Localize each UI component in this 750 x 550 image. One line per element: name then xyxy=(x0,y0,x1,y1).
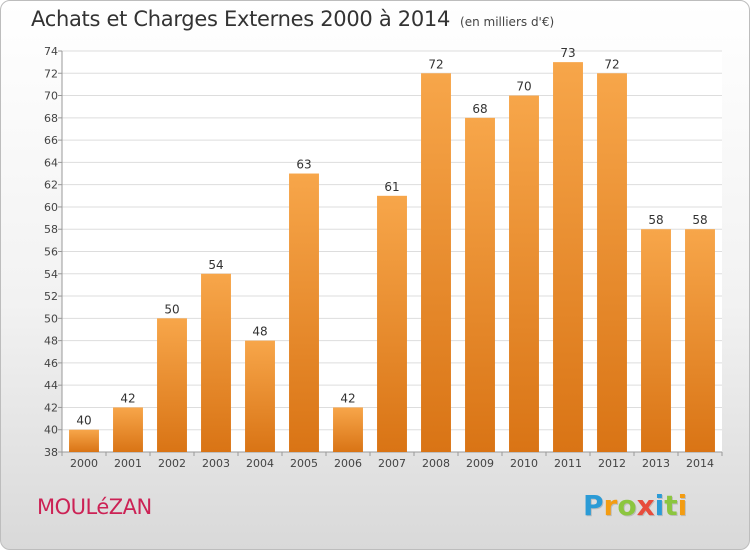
bar-2013 xyxy=(641,229,671,452)
bar-2003 xyxy=(201,273,231,452)
y-tick-label: 52 xyxy=(44,290,58,303)
y-tick-label: 48 xyxy=(44,335,58,348)
logo-letter: r xyxy=(603,489,618,522)
data-label: 70 xyxy=(516,80,531,94)
y-tick-label: 58 xyxy=(44,223,58,236)
bar-2009 xyxy=(465,117,495,452)
chart-unit: (en milliers d'€) xyxy=(460,15,555,29)
x-tick-label: 2011 xyxy=(554,457,582,470)
x-tick-label: 2008 xyxy=(422,457,450,470)
logo-letter: t xyxy=(664,489,678,522)
x-tick-label: 2006 xyxy=(334,457,362,470)
x-tick-label: 2002 xyxy=(158,457,186,470)
y-tick-label: 68 xyxy=(44,112,58,125)
x-tick-label: 2004 xyxy=(246,457,274,470)
y-tick-label: 42 xyxy=(44,401,58,414)
bars-layer xyxy=(69,62,715,453)
chart-title: Achats et Charges Externes 2000 à 2014 xyxy=(31,7,451,31)
data-label: 54 xyxy=(208,258,223,272)
logo-letter: i xyxy=(654,489,665,522)
y-tick-label: 44 xyxy=(44,379,58,392)
bar-2007 xyxy=(377,195,407,453)
y-tick-label: 72 xyxy=(44,67,58,80)
bar-2010 xyxy=(509,95,539,453)
y-tick-label: 50 xyxy=(44,312,58,325)
data-label: 63 xyxy=(296,158,311,172)
bar-2002 xyxy=(157,318,187,452)
bar-2004 xyxy=(245,340,275,452)
data-label: 72 xyxy=(604,57,619,71)
proxiti-logo[interactable]: Proxiti xyxy=(583,489,687,522)
data-label: 42 xyxy=(120,391,135,405)
x-tick-label: 2005 xyxy=(290,457,318,470)
y-tick-label: 74 xyxy=(44,45,58,58)
x-tick-label: 2003 xyxy=(202,457,230,470)
data-label: 40 xyxy=(76,414,91,428)
bar-2012 xyxy=(597,73,627,453)
commune-name: MOULéZAN xyxy=(37,495,152,519)
data-label: 48 xyxy=(252,325,267,339)
logo-letter: P xyxy=(583,489,604,522)
y-tick-label: 66 xyxy=(44,134,58,147)
y-tick-label: 56 xyxy=(44,246,58,259)
bar-2001 xyxy=(113,407,143,452)
data-label: 61 xyxy=(384,180,399,194)
data-label: 50 xyxy=(164,302,179,316)
x-tick-label: 2010 xyxy=(510,457,538,470)
logo-letter: i xyxy=(677,489,688,522)
axis-layer: 38 40 42 44 46 48 50 52 54 56 58 60 62 64 66 68 70 72 74 20… xyxy=(44,45,723,470)
y-tick-label: 38 xyxy=(44,446,58,459)
bar-2006 xyxy=(333,407,363,452)
x-tick-label: 2007 xyxy=(378,457,406,470)
y-tick-label: 46 xyxy=(44,357,58,370)
logo-letter: o xyxy=(617,489,637,522)
data-label: 42 xyxy=(340,391,355,405)
chart-title-block: Achats et Charges Externes 2000 à 2014 (e… xyxy=(31,7,554,31)
labels-layer: 40 42 50 54 48 63 42 61 72 68 70 73 72 58 58 xyxy=(76,46,707,428)
y-tick-label: 54 xyxy=(44,268,58,281)
x-tick-label: 2012 xyxy=(598,457,626,470)
x-tick-label: 2014 xyxy=(686,457,714,470)
bar-2005 xyxy=(289,173,319,452)
x-tick-label: 2013 xyxy=(642,457,670,470)
y-tick-label: 60 xyxy=(44,201,58,214)
data-label: 73 xyxy=(560,46,575,60)
data-label: 58 xyxy=(648,213,663,227)
logo-letter: x xyxy=(636,489,655,522)
data-label: 72 xyxy=(428,57,443,71)
y-tick-label: 62 xyxy=(44,179,58,192)
bar-2014 xyxy=(685,229,715,452)
bar-2008 xyxy=(421,73,451,453)
x-tick-label: 2009 xyxy=(466,457,494,470)
bar-2000 xyxy=(69,429,99,452)
y-tick-label: 70 xyxy=(44,90,58,103)
y-tick-label: 40 xyxy=(44,424,58,437)
y-tick-label: 64 xyxy=(44,156,58,169)
x-tick-label: 2000 xyxy=(70,457,98,470)
data-label: 68 xyxy=(472,102,487,116)
data-label: 58 xyxy=(692,213,707,227)
x-tick-label: 2001 xyxy=(114,457,142,470)
bar-2011 xyxy=(553,62,583,453)
